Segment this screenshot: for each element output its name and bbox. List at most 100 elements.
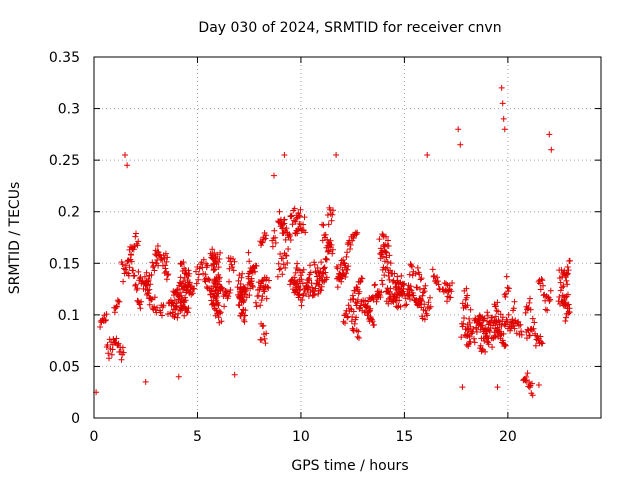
data-point (352, 287, 358, 294)
data-point (253, 303, 260, 310)
data-point (375, 294, 382, 300)
ticks: 0 5 10 15 20 0 0.05 0.1 0.15 0.2 0.25 0.3 0.35 (49, 50, 601, 445)
data-point (181, 283, 188, 290)
data-point (324, 248, 331, 255)
data-point (382, 249, 389, 256)
data-point (179, 307, 186, 314)
data-point (234, 284, 241, 291)
data-point (471, 339, 478, 346)
data-point (102, 317, 109, 324)
data-point (282, 236, 289, 243)
data-point (427, 303, 434, 310)
data-point (457, 141, 464, 148)
data-point (515, 318, 522, 325)
data-point (564, 305, 571, 312)
data-point (476, 313, 483, 320)
data-point (503, 273, 510, 280)
data-point (216, 319, 223, 326)
data-point (151, 294, 158, 301)
data-point (406, 292, 413, 299)
data-point (358, 298, 365, 305)
data-point (287, 281, 294, 288)
data-point (505, 288, 512, 295)
data-point (522, 309, 529, 316)
data-point (300, 221, 307, 228)
data-point (287, 233, 294, 239)
data-point (371, 282, 378, 289)
data-point (306, 271, 313, 278)
data-point (263, 295, 270, 302)
data-point (387, 294, 394, 301)
data-point (463, 285, 470, 292)
data-point (386, 252, 393, 259)
data-point (403, 301, 410, 308)
data-point (380, 242, 387, 248)
data-point (155, 253, 162, 259)
data-point (106, 355, 112, 362)
data-point (293, 286, 300, 293)
data-point (137, 305, 144, 312)
data-point (272, 234, 279, 241)
data-point (163, 276, 170, 283)
data-point (477, 319, 483, 326)
data-point (217, 249, 224, 256)
data-point (202, 271, 209, 278)
data-point (292, 218, 299, 225)
data-point (383, 233, 389, 240)
data-point (557, 279, 564, 286)
data-point (297, 280, 304, 287)
data-point (323, 274, 330, 281)
y-tick-label: 0.05 (49, 359, 80, 375)
data-point (316, 269, 323, 276)
data-point (299, 297, 306, 303)
data-point (144, 282, 151, 289)
data-point (385, 288, 392, 295)
data-point (507, 327, 514, 334)
data-point (141, 273, 148, 280)
data-point (241, 318, 248, 325)
data-point (175, 373, 182, 380)
data-point (145, 290, 152, 297)
data-point (322, 231, 329, 238)
data-point (193, 280, 200, 287)
data-point (532, 342, 539, 349)
data-point (539, 277, 546, 284)
data-point (489, 314, 496, 321)
data-point (164, 272, 171, 279)
data-point (529, 380, 535, 387)
data-point (434, 274, 441, 281)
x-axis-label: GPS time / hours (291, 458, 408, 474)
data-point (120, 265, 127, 272)
data-point (504, 318, 511, 325)
data-point (455, 126, 462, 133)
data-point (419, 292, 426, 299)
data-point (387, 285, 394, 292)
data-point (562, 318, 569, 324)
data-point (497, 335, 504, 342)
data-point (479, 346, 486, 352)
data-point (262, 340, 269, 347)
data-point (147, 295, 153, 301)
data-point (408, 287, 415, 294)
data-point (345, 263, 352, 270)
data-point (379, 253, 386, 260)
data-point (131, 272, 138, 279)
data-point (263, 330, 270, 337)
data-point (155, 262, 162, 269)
data-point (427, 294, 433, 301)
data-point (195, 276, 202, 283)
data-point (356, 288, 363, 295)
data-point (296, 212, 303, 219)
data-point (248, 275, 255, 282)
data-point (329, 246, 336, 253)
data-point (353, 314, 360, 321)
data-point (421, 288, 428, 295)
data-point (492, 334, 498, 341)
data-point (424, 312, 431, 319)
data-point (499, 314, 506, 321)
data-point (369, 293, 376, 300)
data-point (501, 126, 508, 133)
data-point (374, 294, 381, 301)
data-point (465, 325, 472, 332)
data-point (294, 230, 301, 237)
